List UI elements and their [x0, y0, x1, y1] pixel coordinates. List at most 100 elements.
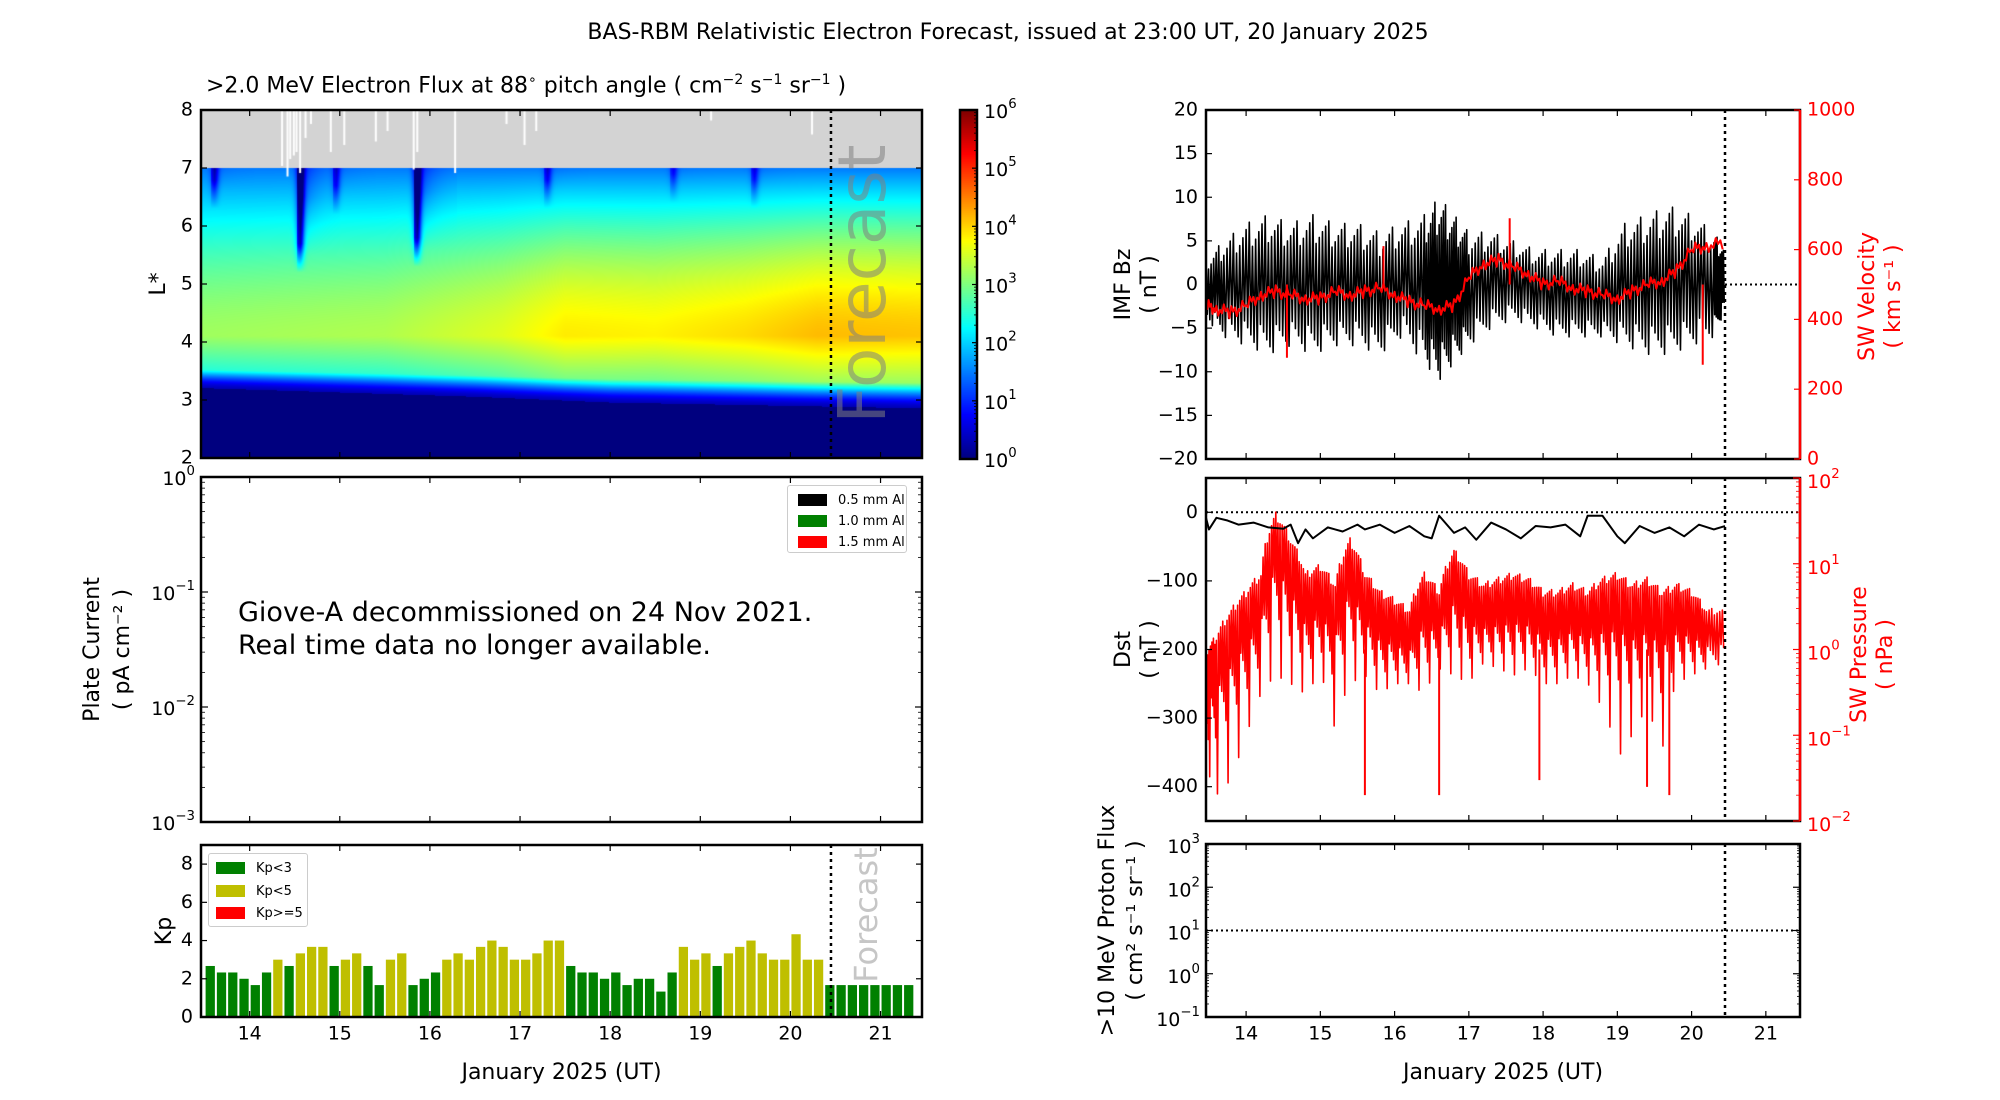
x-tick-label: 15 — [1308, 1023, 1332, 1045]
pressure-y-tick-label: 102 — [1807, 467, 1840, 493]
bz-y-tick-label: 5 — [1186, 229, 1198, 251]
kp-bar — [701, 953, 711, 1017]
plate-current-annotation: Giove-A decommissioned on 24 Nov 2021. R… — [238, 596, 812, 662]
x-tick-label: 19 — [1605, 1023, 1629, 1045]
kp-bar — [205, 965, 215, 1017]
pressure-y-tick-label: 10−1 — [1807, 724, 1851, 750]
kp-forecast-bar — [870, 985, 880, 1017]
velocity-y-tick-label: 200 — [1807, 378, 1843, 400]
colorbar-tick-label: 106 — [984, 97, 1017, 123]
legend-item-kp-lt3: Kp<3 — [216, 860, 292, 876]
legend-item-1.0mm: 1.0 mm Al — [798, 513, 905, 529]
kp-bar — [633, 978, 643, 1017]
plate-y-axis-units: ( pA cm⁻² ) — [110, 589, 135, 710]
legend-swatch-green — [798, 515, 827, 527]
kp-bar — [228, 972, 238, 1017]
imf-bz-y-axis-units: ( nT ) — [1137, 255, 1162, 314]
legend-item-kp-lt5: Kp<5 — [216, 883, 292, 899]
colorbar-tick-label: 101 — [984, 388, 1017, 414]
legend-swatch-red — [216, 907, 245, 919]
bz-y-tick-label: 20 — [1174, 99, 1198, 121]
bz-y-tick-label: −5 — [1170, 317, 1198, 339]
kp-y-axis-label: Kp — [152, 917, 177, 945]
kp-y-tick-label: 2 — [181, 967, 193, 989]
kp-bar — [588, 972, 598, 1017]
kp-bar — [329, 965, 339, 1017]
imf-bz-y-axis-label: IMF Bz — [1111, 249, 1136, 321]
kp-bar — [746, 940, 756, 1017]
kp-bar — [250, 985, 260, 1017]
kp-bar — [498, 946, 508, 1017]
x-tick-label: 20 — [778, 1023, 802, 1045]
colorbar-tick-label: 104 — [984, 213, 1017, 239]
kp-bar — [802, 959, 812, 1017]
plate-y-tick-label: 10−2 — [151, 694, 195, 720]
kp-bar — [757, 953, 767, 1017]
kp-bar — [453, 953, 463, 1017]
electron-flux-heatmap — [201, 110, 922, 458]
x-tick-label: 18 — [598, 1023, 622, 1045]
velocity-y-tick-label: 0 — [1807, 448, 1819, 470]
kp-bar — [813, 959, 824, 1017]
flux-y-tick-label: 7 — [181, 157, 193, 179]
legend-label: Kp>=5 — [256, 905, 303, 921]
kp-bar — [352, 953, 362, 1017]
plate-y-tick-label: 10−3 — [151, 809, 195, 835]
annotation-line-2: Real time data no longer available. — [238, 630, 712, 661]
kp-bar — [385, 959, 396, 1017]
bz-y-tick-label: 0 — [1186, 273, 1198, 295]
velocity-y-tick-label: 400 — [1807, 308, 1843, 330]
x-tick-label: 14 — [1234, 1023, 1258, 1045]
kp-bar — [295, 953, 305, 1017]
sw-velocity-y-axis-units: ( km s⁻¹ ) — [1881, 244, 1906, 348]
x-tick-label: 16 — [1383, 1023, 1407, 1045]
sw-pressure-y-axis-units: ( nPa ) — [1873, 619, 1898, 690]
kp-bar — [340, 959, 351, 1017]
dst-line — [1205, 514, 1726, 545]
kp-bar — [442, 959, 452, 1017]
plate-current-axes-frame — [199, 475, 924, 824]
dst-y-tick-label: −100 — [1146, 569, 1198, 591]
legend-item-0.5mm: 0.5 mm Al — [798, 492, 905, 508]
kp-bar — [566, 965, 576, 1017]
flux-panel-title: >2.0 MeV Electron Flux at 88∘ pitch angl… — [206, 72, 846, 98]
proton-y-tick-label: 100 — [1167, 962, 1200, 988]
legend-label: 1.5 mm Al — [838, 534, 905, 550]
dst-y-axis-label: Dst — [1111, 631, 1136, 668]
kp-forecast-bar — [859, 985, 869, 1017]
kp-y-tick-label: 0 — [181, 1006, 193, 1028]
kp-bar — [239, 978, 249, 1017]
pressure-y-tick-label: 100 — [1807, 639, 1840, 665]
x-tick-label: 16 — [418, 1023, 442, 1045]
imf-bz-line — [1205, 201, 1726, 381]
kp-bar — [667, 972, 677, 1017]
kp-forecast-bar — [847, 985, 858, 1017]
kp-bar — [554, 940, 565, 1017]
flux-title-exp1: −2 — [722, 72, 744, 88]
kp-bar — [521, 959, 531, 1017]
kp-y-tick-label: 8 — [181, 853, 193, 875]
kp-bar — [577, 972, 587, 1017]
kp-bar — [509, 959, 520, 1017]
bz-y-tick-label: −10 — [1158, 360, 1198, 382]
colorbar-gradient — [960, 110, 977, 459]
flux-title-main: >2.0 MeV Electron Flux at 88 — [206, 73, 529, 99]
flux-title-s: s — [743, 73, 762, 99]
proton-y-tick-label: 10−1 — [1156, 1005, 1200, 1031]
x-tick-label: 19 — [688, 1023, 712, 1045]
flux-y-tick-label: 2 — [181, 447, 193, 469]
flux-title-sr: sr — [782, 73, 810, 99]
forecast-label: Forecast — [824, 144, 901, 423]
forecast-label-kp: Forecast — [847, 847, 885, 982]
kp-bar — [397, 953, 407, 1017]
kp-bar — [622, 985, 632, 1017]
proton-y-tick-label: 101 — [1167, 919, 1200, 945]
legend-label: Kp<5 — [256, 883, 292, 899]
kp-axes-frame — [199, 843, 924, 1019]
colorbar-tick-label: 100 — [984, 446, 1017, 472]
kp-forecast-bar — [881, 985, 891, 1017]
x-tick-label: 18 — [1531, 1023, 1555, 1045]
kp-bar — [475, 946, 486, 1017]
kp-bar — [261, 972, 272, 1017]
colorbar-tick-label: 102 — [984, 330, 1017, 356]
